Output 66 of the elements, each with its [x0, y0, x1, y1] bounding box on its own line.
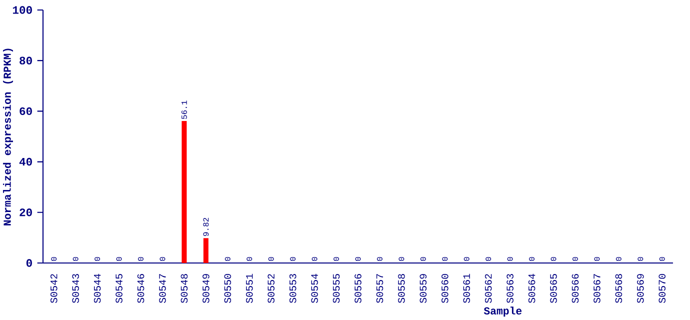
data-label: 0 — [616, 257, 622, 261]
x-tick-label: S0569 — [637, 274, 644, 304]
data-label: 0 — [355, 257, 361, 261]
data-label: 0 — [268, 257, 274, 261]
x-tick-label: S0567 — [594, 274, 600, 304]
data-label: 0 — [377, 257, 382, 261]
y-tick-label: 100 — [12, 6, 32, 14]
x-tick-label: S0568 — [615, 274, 622, 304]
x-tick-label: S0543 — [72, 274, 79, 304]
x-tick-label: S0548 — [180, 274, 188, 304]
x-tick-label: S0557 — [376, 274, 384, 304]
data-label: 0 — [442, 257, 448, 261]
data-label: 9.82 — [203, 218, 209, 236]
data-label: 0 — [246, 257, 252, 261]
x-tick-label: S0559 — [420, 274, 427, 304]
data-label: 0 — [116, 257, 122, 261]
data-label: 0 — [334, 257, 339, 261]
x-tick-label: S0546 — [137, 274, 144, 304]
y-tick-label: 20 — [20, 208, 32, 216]
x-tick-label: S0555 — [332, 274, 340, 304]
y-tick-label: 80 — [20, 56, 32, 64]
x-tick-label: S0549 — [202, 274, 210, 304]
data-label: 0 — [594, 257, 600, 261]
x-tick-label: S0553 — [289, 274, 296, 304]
x-tick-label: S0556 — [354, 274, 362, 304]
x-tick-label: S0545 — [116, 274, 122, 304]
y-tick-label: 40 — [19, 158, 32, 166]
data-label: 0 — [312, 257, 318, 261]
x-tick-label: S0542 — [50, 274, 58, 304]
x-axis-title: Sample — [484, 306, 522, 317]
data-label: 0 — [94, 257, 100, 261]
data-label: 0 — [290, 257, 296, 261]
data-label: 0 — [572, 257, 578, 261]
data-label: 0 — [224, 257, 230, 261]
data-label: 0 — [464, 257, 470, 261]
y-axis-title: Normalized expression (RPKM) — [3, 48, 13, 226]
x-tick-label: S0565 — [550, 274, 557, 304]
data-label: 0 — [420, 257, 426, 261]
x-tick-label: S0550 — [224, 274, 232, 304]
data-label: 56.1 — [181, 100, 187, 119]
data-label: 0 — [507, 257, 513, 261]
x-tick-label: S0570 — [658, 274, 666, 304]
data-label: 0 — [486, 257, 492, 261]
data-label: 0 — [550, 257, 556, 261]
x-tick-label: S0561 — [463, 274, 470, 304]
x-tick-label: S0564 — [528, 274, 536, 304]
data-label: 0 — [398, 257, 404, 261]
x-tick-label: S0547 — [159, 274, 166, 304]
y-tick-label: 60 — [20, 107, 32, 116]
data-label: 0 — [72, 257, 78, 261]
x-tick-label: S0566 — [572, 274, 579, 304]
data-label: 0 — [51, 257, 57, 261]
data-label: 0 — [659, 257, 665, 261]
x-tick-label: S0544 — [94, 274, 101, 304]
y-tick-label: 0 — [26, 259, 32, 267]
data-label: 0 — [138, 257, 144, 261]
data-label: 0 — [638, 257, 644, 261]
x-tick-label: S0551 — [246, 274, 253, 304]
x-tick-label: S0562 — [484, 274, 492, 304]
data-label: 0 — [160, 257, 166, 261]
data-label: 0 — [529, 257, 535, 261]
x-tick-label: S0558 — [398, 274, 405, 304]
x-tick-label: S0554 — [311, 274, 318, 304]
x-tick-label: S0552 — [268, 274, 275, 304]
x-tick-label: S0563 — [506, 274, 514, 304]
x-tick-label: S0560 — [442, 274, 448, 304]
